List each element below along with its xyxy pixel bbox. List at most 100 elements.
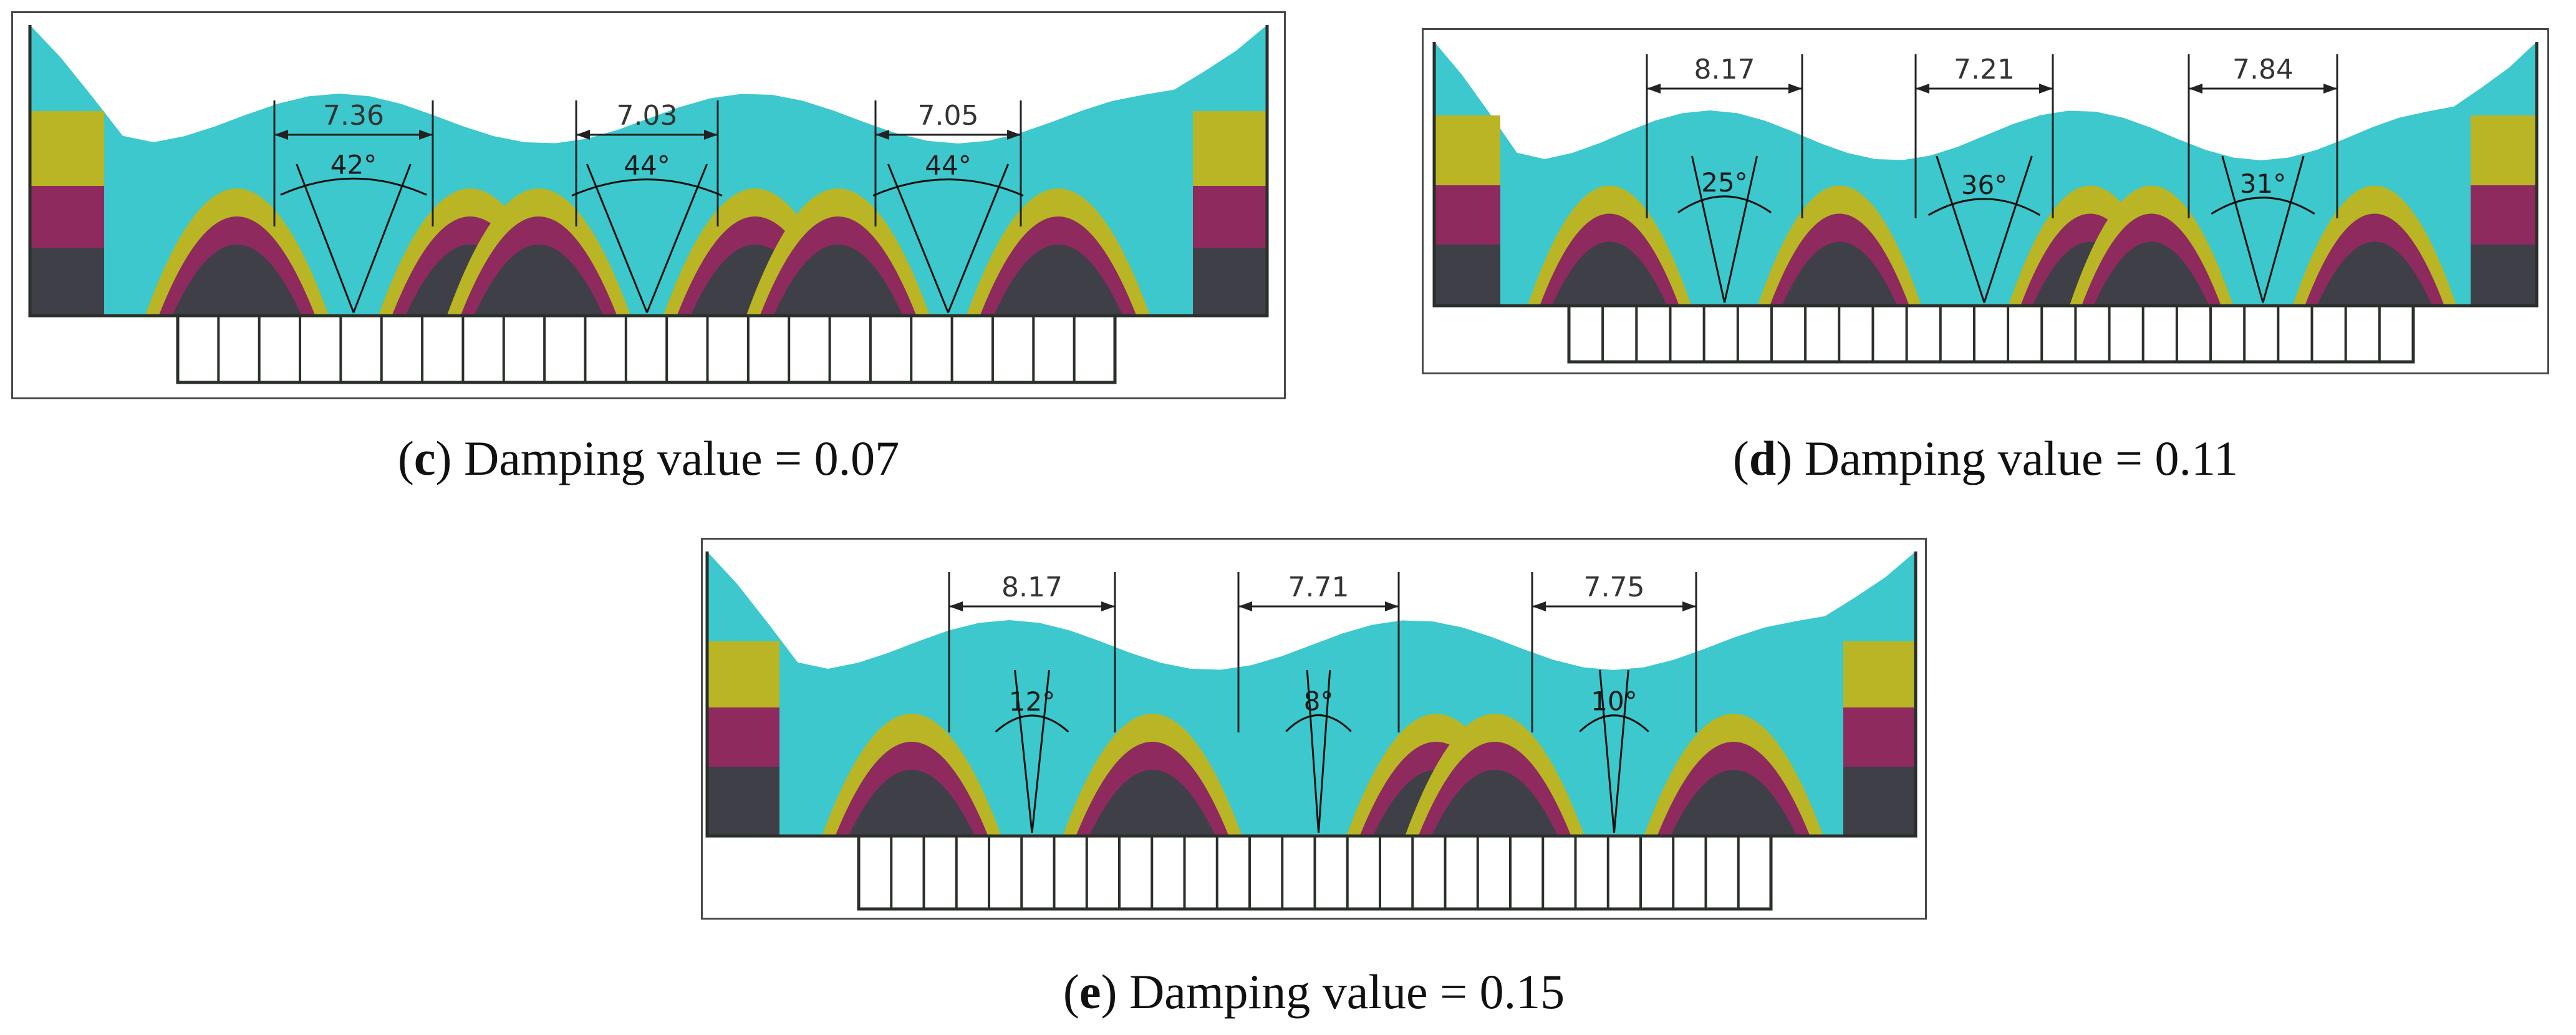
arch-dark bbox=[172, 245, 302, 316]
angle-arc bbox=[1579, 714, 1649, 732]
arch-dark bbox=[1782, 241, 1898, 306]
angle-ray-left bbox=[1306, 669, 1319, 833]
angle-label: 12° bbox=[1009, 686, 1055, 717]
angle-arc bbox=[571, 178, 723, 197]
left-dark-layer bbox=[30, 248, 104, 316]
arch-dark bbox=[1670, 770, 1797, 836]
arch-dark bbox=[2317, 241, 2433, 306]
right-yellow-layer bbox=[2471, 115, 2537, 185]
dim-arrow-right bbox=[1682, 601, 1696, 611]
dim-arrow-left bbox=[1647, 84, 1661, 94]
panel-e: 8.17 12° 7.71 8° 7.75 10° bbox=[701, 538, 1927, 920]
dim-arrow-left bbox=[1916, 84, 1929, 94]
caption-d-letter: d bbox=[1749, 431, 1777, 485]
right-dark-layer bbox=[1843, 767, 1916, 836]
left-yellow-layer bbox=[1434, 115, 1500, 185]
caption-d-close: ) bbox=[1776, 431, 1793, 485]
dim-arrow-right bbox=[1101, 601, 1115, 611]
angle-arc bbox=[1285, 714, 1352, 732]
right-magenta-layer bbox=[1843, 707, 1916, 767]
angle-ray-right bbox=[646, 163, 708, 313]
right-dark-layer bbox=[1193, 248, 1267, 316]
dim-arrow-left bbox=[1532, 601, 1546, 611]
dim-arrow-left bbox=[876, 130, 889, 140]
arch-dark bbox=[773, 245, 903, 316]
panel-c: 7.36 42° 7.03 44° 7.05 44° bbox=[11, 11, 1286, 399]
angle-label: 31° bbox=[2240, 168, 2286, 199]
angle-ray-left bbox=[2221, 155, 2264, 303]
soil-box-frame bbox=[1432, 42, 2539, 308]
soil-box-frame bbox=[28, 25, 1269, 318]
angle-ray-left bbox=[1599, 669, 1615, 833]
angle-arc bbox=[280, 177, 427, 196]
arch-dark bbox=[1551, 241, 1667, 306]
right-yellow-layer bbox=[1843, 641, 1916, 707]
angle-arc bbox=[995, 714, 1069, 733]
dim-arrow-right bbox=[2323, 84, 2337, 94]
angle-label: 10° bbox=[1591, 686, 1637, 717]
left-magenta-layer bbox=[1434, 185, 1500, 245]
right-yellow-layer bbox=[1193, 111, 1267, 186]
angle-ray-right bbox=[1318, 669, 1331, 833]
angle-ray-right bbox=[352, 163, 412, 313]
angle-label: 42° bbox=[330, 149, 377, 180]
angle-ray-right bbox=[947, 163, 1010, 313]
width-label: 7.84 bbox=[2232, 54, 2294, 85]
caption-c-close: ) bbox=[435, 431, 452, 485]
width-label: 7.21 bbox=[1954, 54, 2015, 85]
panel-d-diagram: 8.17 25° 7.21 36° 7.84 31° bbox=[1422, 28, 2549, 374]
caption-c: (c) Damping value = 0.07 bbox=[11, 430, 1286, 487]
left-magenta-layer bbox=[707, 707, 779, 767]
dim-arrow-left bbox=[949, 601, 963, 611]
dim-arrow-right bbox=[704, 130, 718, 140]
angle-ray-left bbox=[586, 163, 648, 313]
angle-ray-left bbox=[887, 163, 949, 313]
left-yellow-layer bbox=[707, 641, 779, 707]
dim-arrow-left bbox=[1238, 601, 1252, 611]
soil-box-frame bbox=[705, 552, 1918, 838]
dim-arrow-right bbox=[1385, 601, 1399, 611]
caption-e-text: Damping value = 0.15 bbox=[1117, 965, 1565, 1019]
cyan-soil bbox=[30, 25, 1267, 316]
left-magenta-layer bbox=[30, 186, 104, 248]
angle-ray-right bbox=[1613, 669, 1629, 833]
drawpoint-tray bbox=[176, 314, 1117, 384]
caption-c-letter: c bbox=[413, 431, 436, 485]
angle-ray-right bbox=[1983, 155, 2033, 303]
drawpoint-tray bbox=[1567, 304, 2415, 364]
left-dark-layer bbox=[707, 767, 779, 836]
width-label: 7.71 bbox=[1288, 571, 1349, 603]
angle-arc bbox=[1677, 195, 1772, 214]
dim-arrow-left bbox=[274, 130, 288, 140]
angle-label: 44° bbox=[624, 150, 670, 181]
panel-e-diagram: 8.17 12° 7.71 8° 7.75 10° bbox=[701, 538, 1927, 920]
angle-label: 8° bbox=[1304, 686, 1334, 716]
left-yellow-layer bbox=[30, 111, 104, 186]
width-label: 7.36 bbox=[323, 100, 384, 132]
caption-c-open: ( bbox=[397, 431, 414, 485]
caption-e-letter: e bbox=[1079, 965, 1101, 1019]
width-label: 8.17 bbox=[1001, 571, 1063, 603]
dim-arrow-right bbox=[419, 130, 433, 140]
caption-d-text: Damping value = 0.11 bbox=[1792, 431, 2239, 485]
angle-arc bbox=[1927, 198, 2041, 216]
angle-ray-left bbox=[1014, 669, 1033, 833]
caption-e-open: ( bbox=[1063, 965, 1079, 1019]
angle-ray-left bbox=[296, 163, 355, 313]
width-label: 7.05 bbox=[918, 100, 979, 132]
left-dark-layer bbox=[1434, 245, 1500, 306]
angle-ray-left bbox=[1936, 155, 1985, 303]
angle-arc bbox=[2211, 197, 2315, 215]
caption-c-text: Damping value = 0.07 bbox=[451, 431, 900, 485]
dim-arrow-right bbox=[1007, 130, 1021, 140]
dim-arrow-right bbox=[1788, 84, 1802, 94]
caption-e-close: ) bbox=[1101, 965, 1117, 1019]
caption-d: (d) Damping value = 0.11 bbox=[1422, 430, 2549, 487]
width-label: 8.17 bbox=[1694, 54, 1755, 85]
dim-arrow-left bbox=[2189, 84, 2202, 94]
cyan-soil bbox=[707, 552, 1916, 836]
width-label: 7.75 bbox=[1584, 571, 1645, 603]
arch-dark bbox=[848, 770, 975, 836]
arch-dark bbox=[1431, 770, 1558, 836]
arch-dark bbox=[2093, 241, 2209, 306]
